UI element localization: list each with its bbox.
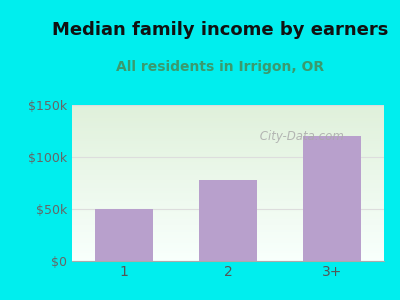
Bar <box>72 152 384 154</box>
Bar <box>72 183 384 186</box>
Bar <box>72 108 384 110</box>
Bar <box>72 141 384 144</box>
Bar <box>72 160 384 162</box>
Bar <box>72 116 384 118</box>
Bar <box>72 118 384 121</box>
Bar <box>72 157 384 160</box>
Bar <box>72 154 384 157</box>
Bar <box>72 212 384 214</box>
Bar <box>72 162 384 165</box>
Bar <box>72 219 384 222</box>
Bar <box>72 170 384 172</box>
Bar <box>72 180 384 183</box>
Bar <box>303 136 361 261</box>
Bar <box>72 131 384 134</box>
Bar <box>72 134 384 136</box>
Bar <box>72 147 384 149</box>
Bar <box>72 110 384 113</box>
Bar <box>96 209 153 261</box>
Bar <box>72 144 384 147</box>
Bar <box>72 113 384 116</box>
Bar <box>72 204 384 206</box>
Bar <box>72 206 384 209</box>
Bar <box>72 217 384 219</box>
Bar <box>72 235 384 238</box>
Bar <box>72 225 384 227</box>
Bar <box>72 165 384 167</box>
Bar <box>199 180 257 261</box>
Bar <box>72 222 384 225</box>
Text: All residents in Irrigon, OR: All residents in Irrigon, OR <box>116 60 324 74</box>
Bar <box>72 214 384 217</box>
Bar <box>72 139 384 141</box>
Bar <box>72 248 384 250</box>
Bar <box>72 149 384 152</box>
Bar <box>72 136 384 139</box>
Bar <box>72 245 384 248</box>
Bar <box>72 194 384 196</box>
Bar <box>72 201 384 204</box>
Bar <box>72 188 384 191</box>
Bar <box>72 191 384 194</box>
Bar <box>72 196 384 199</box>
Bar <box>72 105 384 108</box>
Bar <box>72 227 384 230</box>
Bar <box>72 253 384 256</box>
Bar <box>72 230 384 232</box>
Bar <box>72 199 384 201</box>
Bar <box>72 186 384 188</box>
Text: City-Data.com: City-Data.com <box>256 130 344 143</box>
Bar <box>72 128 384 131</box>
Bar <box>72 126 384 128</box>
Bar <box>72 175 384 178</box>
Bar <box>72 238 384 240</box>
Bar <box>72 178 384 180</box>
Text: Median family income by earners: Median family income by earners <box>52 21 388 39</box>
Bar <box>72 172 384 175</box>
Bar <box>72 232 384 235</box>
Bar <box>72 121 384 123</box>
Bar <box>72 258 384 261</box>
Bar <box>72 243 384 245</box>
Bar <box>72 250 384 253</box>
Bar <box>72 167 384 170</box>
Bar <box>72 123 384 126</box>
Bar <box>72 240 384 243</box>
Bar <box>72 256 384 258</box>
Bar <box>72 209 384 212</box>
